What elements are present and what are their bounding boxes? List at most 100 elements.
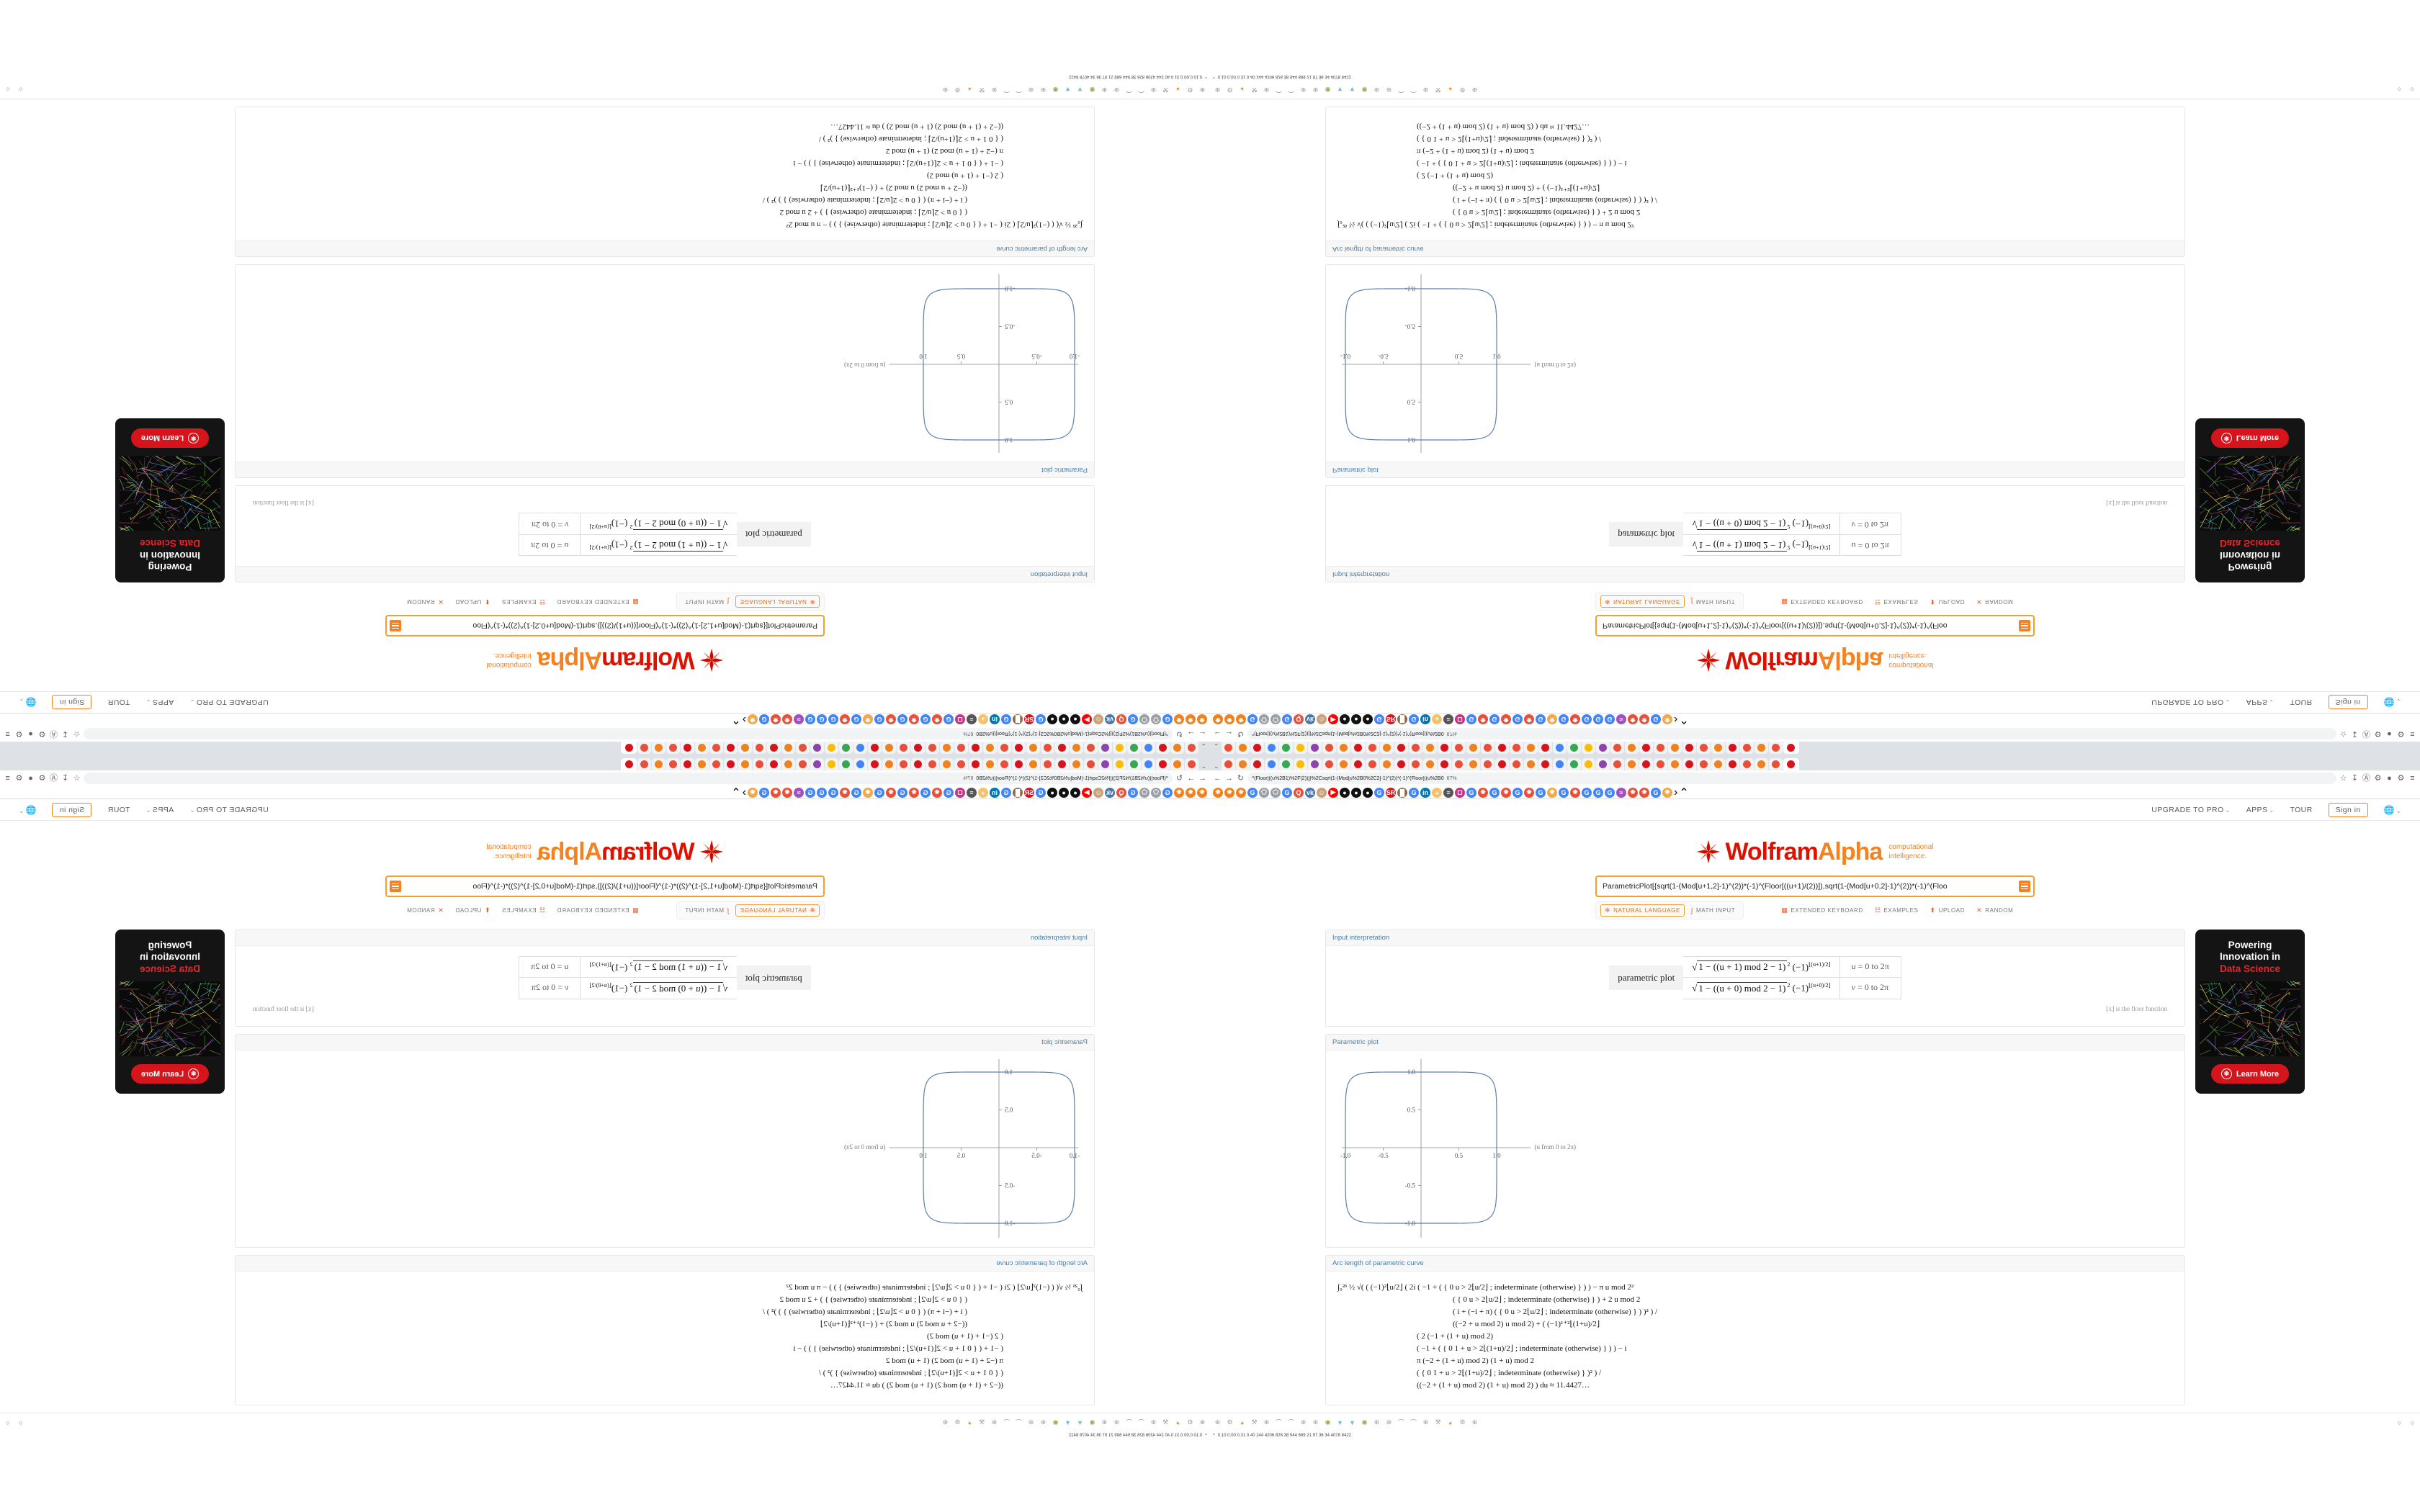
bookmark-icon[interactable]: G bbox=[1247, 787, 1258, 798]
browser-tab[interactable] bbox=[998, 758, 1012, 770]
bookmark-icon[interactable]: ≈ bbox=[794, 714, 804, 725]
back-arrow-icon[interactable]: ← bbox=[1198, 773, 1206, 783]
firefox-icon[interactable]: ◕ bbox=[1240, 86, 1245, 94]
browser-tab[interactable] bbox=[652, 758, 666, 770]
bookmark-star-icon[interactable]: ☆ bbox=[73, 773, 81, 783]
browser-tab[interactable] bbox=[1696, 742, 1711, 754]
bookmark-icon[interactable]: ≡ bbox=[1443, 714, 1453, 725]
browser-tab[interactable] bbox=[1696, 758, 1711, 770]
language-selector[interactable]: 🌐⌄ bbox=[19, 805, 36, 815]
bookmark-icon[interactable]: G bbox=[874, 787, 884, 798]
browser-tab[interactable] bbox=[926, 742, 940, 754]
globe-icon[interactable]: ⊕ bbox=[1214, 86, 1221, 94]
ad-card-data-science[interactable]: Powering Innovation in Data Science ❄ Le… bbox=[2195, 930, 2305, 1094]
browser-tab[interactable] bbox=[940, 742, 954, 754]
browser-tab[interactable] bbox=[1156, 742, 1170, 754]
bookmark-icon[interactable]: ✸ bbox=[1570, 714, 1580, 725]
wolframalpha-logo[interactable]: WolframAlpha computational intelligence. bbox=[486, 647, 723, 674]
funnel-icon[interactable]: ▼ bbox=[1337, 1418, 1343, 1426]
extended-keyboard-button[interactable]: ▦ EXTENDED KEYBOARD bbox=[557, 598, 639, 606]
mode-natural-language[interactable]: ❄ NATURAL LANGUAGE bbox=[735, 595, 820, 608]
arc-icon[interactable]: ⌒ bbox=[1287, 1419, 1294, 1427]
browser-tab[interactable] bbox=[1422, 742, 1437, 754]
ad-card-data-science[interactable]: Powering Innovation in Data Science ❄ Le… bbox=[2195, 418, 2305, 582]
globe-icon[interactable]: ⊕ bbox=[1263, 86, 1270, 94]
bookmark-overflow-icon[interactable]: › bbox=[1674, 786, 1678, 798]
browser-tab[interactable] bbox=[853, 742, 868, 754]
forward-arrow-icon[interactable]: → bbox=[1225, 729, 1233, 739]
zoom-level-indicator[interactable]: 67% bbox=[1446, 731, 1457, 737]
gear-icon[interactable]: ⚙ bbox=[1227, 86, 1233, 94]
firefox-icon[interactable]: ◕ bbox=[1240, 1418, 1245, 1426]
gear-icon[interactable]: ⚙ bbox=[1187, 86, 1193, 94]
bookmark-icon[interactable]: ✸ bbox=[1236, 787, 1246, 798]
bookmark-icon[interactable]: ✸ bbox=[1478, 714, 1488, 725]
browser-tab[interactable] bbox=[1466, 758, 1480, 770]
bookmark-icon[interactable]: ☺ bbox=[1317, 787, 1327, 798]
browser-tab[interactable] bbox=[810, 742, 825, 754]
browser-tab[interactable] bbox=[1365, 758, 1379, 770]
browser-tab[interactable] bbox=[998, 742, 1012, 754]
browser-tab[interactable] bbox=[1379, 742, 1394, 754]
browser-tab[interactable] bbox=[1754, 742, 1768, 754]
ad-learn-more-button[interactable]: ❄ Learn More bbox=[2210, 1064, 2290, 1084]
bookmark-icon[interactable]: ✸ bbox=[1186, 787, 1196, 798]
browser-tab[interactable] bbox=[1682, 742, 1696, 754]
firefox-icon[interactable]: ◕ bbox=[967, 1418, 972, 1426]
bookmark-icon[interactable]: ✸ bbox=[909, 714, 919, 725]
extended-keyboard-button[interactable]: ▦ EXTENDED KEYBOARD bbox=[557, 906, 639, 914]
address-bar[interactable]: ^(Floor[((u%2B1)%2F(2))])%2Csqrt(1-(Mod[… bbox=[1247, 773, 2336, 784]
bookmark-icon[interactable]: G bbox=[1512, 787, 1523, 798]
browser-tab[interactable] bbox=[1711, 758, 1725, 770]
arc-icon[interactable]: ⌒ bbox=[1003, 1419, 1010, 1427]
tab-list-chevron-icon[interactable]: ⌄ bbox=[1201, 742, 1206, 750]
bookmark-icon[interactable]: ◕ bbox=[1432, 787, 1442, 798]
browser-tab[interactable] bbox=[1278, 758, 1293, 770]
bookmark-icon[interactable]: G bbox=[1559, 787, 1569, 798]
globe-icon[interactable]: ⊕ bbox=[1199, 1418, 1206, 1426]
bookmark-icon[interactable]: ✸ bbox=[1213, 787, 1223, 798]
globe-icon[interactable]: ⊕ bbox=[1113, 86, 1120, 94]
browser-tab[interactable] bbox=[926, 758, 940, 770]
download-icon[interactable]: ↧ bbox=[61, 729, 69, 739]
language-selector[interactable]: 🌐⌄ bbox=[2384, 698, 2401, 708]
examples-button[interactable]: ☷ EXAMPLES bbox=[501, 598, 546, 606]
bookmark-icon[interactable]: G bbox=[1036, 714, 1046, 725]
bookmark-icon[interactable]: ≡ bbox=[967, 714, 977, 725]
globe-icon[interactable]: ⊕ bbox=[1028, 86, 1034, 94]
browser-tab[interactable] bbox=[1170, 758, 1185, 770]
bookmark-icon[interactable]: ⬠ bbox=[1151, 787, 1161, 798]
browser-tab[interactable] bbox=[1667, 758, 1682, 770]
translate-icon[interactable]: Ⓐ bbox=[2362, 729, 2370, 739]
bookmark-icon[interactable]: █ bbox=[1397, 787, 1407, 798]
bookmark-icon[interactable]: G bbox=[1536, 714, 1546, 725]
globe-icon[interactable]: ⊕ bbox=[1386, 1418, 1392, 1426]
settings-gear-icon[interactable]: ⚙ bbox=[15, 773, 23, 783]
arc-icon[interactable]: ⌒ bbox=[1287, 85, 1294, 93]
bookmark-icon[interactable]: G bbox=[1559, 714, 1569, 725]
nav-apps[interactable]: APPS⌄ bbox=[145, 805, 174, 814]
arc-icon[interactable]: ⌒ bbox=[1126, 85, 1133, 93]
browser-tab[interactable] bbox=[652, 742, 666, 754]
browser-tab[interactable] bbox=[1595, 742, 1610, 754]
browser-tab[interactable] bbox=[1451, 758, 1466, 770]
sign-in-button[interactable]: Sign in bbox=[2328, 695, 2368, 710]
bookmark-icon[interactable]: ⬠ bbox=[1139, 787, 1150, 798]
search-input-container[interactable]: ParametricPlot[{sqrt(1-(Mod[u+1,2]-1)^(2… bbox=[1595, 615, 2035, 636]
upload-button[interactable]: ⬆ UPLOAD bbox=[1930, 906, 1966, 914]
bookmark-icon[interactable]: G bbox=[1651, 714, 1661, 725]
profile-icon[interactable]: ● bbox=[2387, 773, 2392, 783]
browser-tab[interactable] bbox=[1336, 758, 1350, 770]
ad-learn-more-button[interactable]: ❄ Learn More bbox=[2210, 428, 2290, 448]
bookmark-icon[interactable]: Q bbox=[1116, 714, 1126, 725]
bookmark-icon[interactable]: ✸ bbox=[782, 714, 792, 725]
profile-icon[interactable]: ● bbox=[28, 729, 33, 739]
globe-icon[interactable]: ⊕ bbox=[1373, 86, 1380, 94]
tray-icon[interactable]: ○ bbox=[18, 1418, 23, 1426]
browser-tab[interactable] bbox=[1012, 758, 1026, 770]
funnel-icon[interactable]: ▼ bbox=[1337, 86, 1343, 94]
bookmark-icon[interactable]: G bbox=[1489, 714, 1500, 725]
